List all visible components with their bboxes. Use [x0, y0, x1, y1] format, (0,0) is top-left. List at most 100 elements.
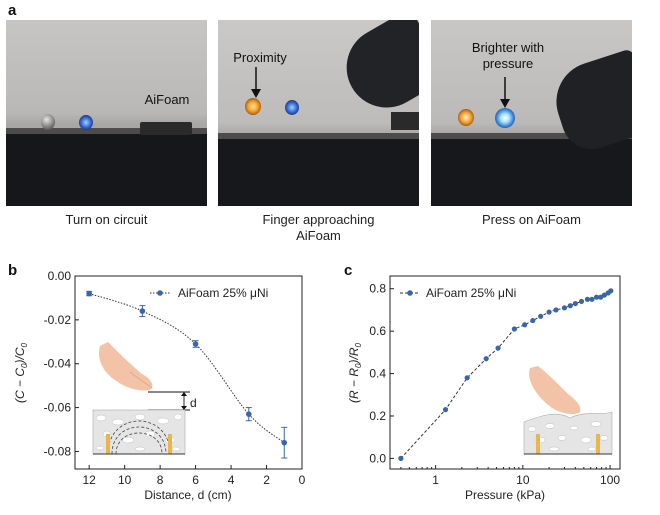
caption-press-on-aifoam: Press on AiFoam	[482, 212, 581, 227]
data-line-c	[400, 290, 612, 459]
caption-line-1: Finger approaching	[262, 212, 375, 227]
photo-press-on-aifoam: Brighter with pressure	[431, 20, 632, 206]
led-blue-icon	[79, 115, 93, 130]
finger-icon	[529, 366, 581, 415]
ylabel-c-sub1: 0	[354, 363, 363, 368]
data-point	[442, 407, 449, 413]
electrode-left	[536, 434, 540, 454]
led-orange-icon	[458, 109, 474, 126]
chart-b: 12 10 8 6 4 2 0 0.00 -0.02 -0.04 -0.06 -0.08 d	[13, 269, 306, 502]
led-blue-icon	[285, 100, 299, 115]
data-point	[538, 313, 544, 319]
x-tick-label: 6	[192, 473, 199, 487]
caption-line-2: AiFoam	[296, 228, 341, 243]
y-tick-label: -0.02	[44, 313, 72, 327]
svg-text:(C − C0)/C0: (C − C0)/C0	[13, 342, 29, 402]
panel-b-letter: b	[8, 262, 18, 279]
y-tick-label: 0.0	[369, 451, 386, 465]
ylabel-b-main: (C − C	[13, 368, 27, 403]
x-tick-label: 8	[157, 473, 164, 487]
data-point	[495, 345, 501, 351]
down-arrow-icon	[251, 67, 261, 98]
data-point	[578, 298, 585, 305]
legend-marker-b	[157, 290, 163, 296]
inset-illustration-c	[523, 366, 613, 455]
plot-frame-b	[74, 275, 303, 470]
data-point	[192, 341, 199, 347]
data-point	[593, 294, 600, 300]
xlabel-b: Distance, d (cm)	[144, 488, 231, 502]
x-tick-label: 1	[432, 473, 439, 487]
led-orange-icon	[245, 98, 261, 115]
overlay-line-1: Brighter with	[471, 40, 545, 55]
legend-label-c: AiFoam 25% μNi	[426, 286, 516, 300]
y-tick-label: -0.04	[44, 357, 72, 371]
data-point	[86, 290, 92, 297]
ylabel-b-mid: )/C	[13, 347, 27, 365]
chart-c: 1 10 100 0.0 0.2 0.4 0.6 0.8 AiFoam 25% μNi Pr…	[347, 275, 621, 502]
x-ticks-b: 12 10 8 6 4 2 0	[83, 465, 306, 487]
data-point	[511, 326, 517, 332]
d-arrow-up	[181, 392, 187, 396]
y-ticks-b: 0.00 -0.02 -0.04 -0.06 -0.08	[44, 269, 79, 458]
ylabel-c-sub2: 0	[354, 342, 363, 347]
finger-silhouette	[332, 20, 419, 123]
ylabel-b-sub2: 0	[20, 342, 29, 347]
x-tick-label: 2	[263, 473, 270, 487]
legend-label-b: AiFoam 25% μNi	[178, 286, 268, 300]
data-point	[567, 303, 573, 309]
x-tick-label: 10	[118, 473, 132, 487]
finger-icon	[98, 342, 153, 391]
led-off-icon	[41, 114, 55, 130]
data-point	[464, 375, 470, 381]
y-tick-label: -0.06	[44, 401, 72, 415]
led-bright-blue-icon	[495, 108, 515, 128]
ylabel-b-sub1: 0	[20, 363, 29, 368]
y-tick-label: 0.6	[369, 324, 386, 338]
y-tick-label: 0.00	[48, 269, 72, 283]
photo-label-proximity: Proximity	[233, 50, 287, 65]
data-point	[281, 439, 288, 446]
data-point	[589, 296, 595, 302]
foam-block-icon	[523, 411, 613, 455]
finger-nail	[129, 371, 153, 389]
data-point	[572, 300, 578, 307]
electrode-right	[168, 434, 172, 454]
plot-frame-c	[389, 275, 621, 470]
caption-turn-on-circuit: Turn on circuit	[65, 212, 148, 227]
data-points-c	[398, 288, 614, 461]
photo-finger-approaching: Proximity	[218, 20, 419, 206]
x-tick-label: 100	[600, 473, 620, 487]
overlay-line-2: pressure	[482, 56, 534, 71]
data-point	[584, 296, 591, 302]
aifoam-block	[140, 122, 192, 135]
electrode-right	[596, 434, 600, 454]
xlabel-c: Pressure (kPa)	[465, 488, 545, 502]
data-point	[139, 308, 146, 314]
data-points-b	[86, 290, 288, 459]
d-arrow-down	[181, 406, 187, 410]
data-point	[530, 317, 536, 324]
aifoam-block	[391, 112, 419, 130]
ylabel-c-mid: )/R	[347, 347, 361, 365]
y-tick-label: 0.8	[369, 282, 386, 296]
data-point	[553, 307, 559, 313]
field-lines	[107, 420, 171, 455]
x-tick-label: 4	[228, 473, 235, 487]
photo-turn-on-circuit: AiFoam	[6, 20, 207, 206]
data-point	[608, 288, 614, 294]
photo-label-brighter: Brighter with pressure	[453, 40, 563, 72]
data-point	[601, 292, 607, 298]
inset-d-label: d	[190, 396, 197, 410]
x-tick-label: 0	[299, 473, 306, 487]
data-point	[245, 411, 252, 417]
x-ticks-c: 1 10 100	[400, 465, 620, 487]
data-point	[546, 309, 552, 315]
y-tick-label: 0.2	[369, 409, 386, 423]
data-point	[398, 455, 404, 461]
electrode-left	[106, 434, 110, 454]
svg-text:(R − R0)/R0: (R − R0)/R0	[347, 342, 363, 402]
ylabel-c: (R − R0)/R0	[347, 342, 363, 402]
fit-curve-b	[89, 293, 285, 444]
down-arrow-icon	[500, 77, 510, 108]
